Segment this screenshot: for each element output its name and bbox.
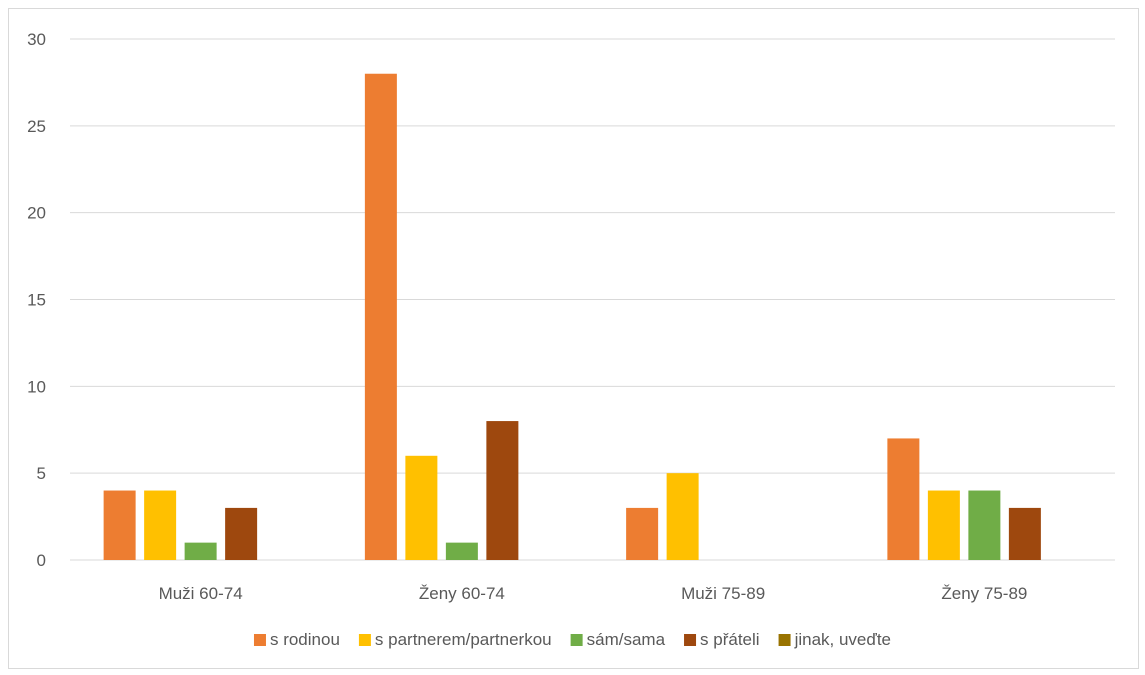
x-axis-categories: Muži 60-74 Ženy 60-74 Muži 75-89 Ženy 75-89 <box>159 584 1028 603</box>
legend: s rodinou s partnerem/partnerkou sám/sama s… <box>253 630 891 649</box>
legend-swatch <box>570 634 583 646</box>
bar <box>144 490 177 560</box>
bars <box>103 73 1041 560</box>
legend-label: s rodinou <box>270 630 340 649</box>
bar <box>405 455 438 560</box>
x-category-label: Ženy 60-74 <box>419 584 505 603</box>
bar <box>626 507 659 560</box>
y-tick-label: 0 <box>37 551 46 570</box>
y-tick-label: 25 <box>27 117 46 136</box>
legend-label: s partnerem/partnerkou <box>375 630 552 649</box>
bar <box>225 507 258 560</box>
legend-label: sám/sama <box>587 630 666 649</box>
x-category-label: Muži 60-74 <box>159 584 243 603</box>
x-category-label: Muži 75-89 <box>681 584 765 603</box>
bar <box>486 421 519 560</box>
y-tick-label: 20 <box>27 204 46 223</box>
y-tick-label: 5 <box>37 464 46 483</box>
legend-swatch <box>684 634 697 646</box>
legend-label: s přáteli <box>700 630 760 649</box>
bar <box>927 490 960 560</box>
bar <box>887 438 920 560</box>
y-axis-ticks: 0 5 10 15 20 25 30 <box>27 30 46 570</box>
x-category-label: Ženy 75-89 <box>941 584 1027 603</box>
y-tick-label: 10 <box>27 377 46 396</box>
bar <box>968 490 1001 560</box>
bar <box>666 473 699 560</box>
y-tick-label: 15 <box>27 291 46 310</box>
legend-swatch <box>778 634 791 646</box>
bar <box>445 542 478 560</box>
bar <box>103 490 136 560</box>
legend-label: jinak, uveďte <box>794 630 891 649</box>
gridlines <box>70 38 1115 561</box>
legend-swatch <box>358 634 371 646</box>
bar <box>364 73 397 560</box>
bar <box>184 542 217 560</box>
legend-swatch <box>253 634 266 646</box>
bar <box>1008 507 1041 560</box>
y-tick-label: 30 <box>27 30 46 49</box>
